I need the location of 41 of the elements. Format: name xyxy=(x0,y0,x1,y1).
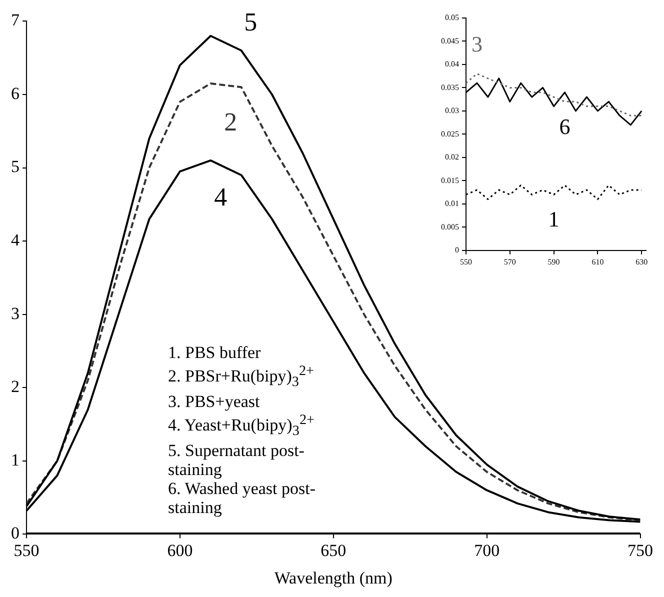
x-tick-label: 570 xyxy=(504,257,516,266)
x-tick-label: 590 xyxy=(548,257,560,266)
y-tick-label: 0 xyxy=(455,245,459,254)
y-tick-label: 2 xyxy=(11,377,20,396)
y-tick-label: 0.04 xyxy=(445,60,459,69)
series-label: 3 xyxy=(471,32,482,57)
y-tick-label: 0.005 xyxy=(441,222,459,232)
x-axis-title: Wavelength (nm) xyxy=(274,568,392,588)
y-tick-label: 0.03 xyxy=(445,106,459,116)
annotation: 6. Washed yeast post-staining xyxy=(168,479,317,518)
y-tick-label: 0.035 xyxy=(441,82,459,92)
annotation: 3. PBS+yeast xyxy=(168,392,261,412)
x-tick-label: 700 xyxy=(474,540,500,560)
y-tick-label: 6 xyxy=(11,84,20,103)
x-tick-label: 630 xyxy=(636,257,648,266)
series-label: 6 xyxy=(559,114,570,140)
y-tick-label: 4 xyxy=(11,230,20,250)
x-tick-label: 650 xyxy=(320,540,346,560)
x-tick-label: 600 xyxy=(167,540,193,560)
y-tick-label: 0.025 xyxy=(441,129,459,138)
y-tick-label: 7 xyxy=(11,10,20,30)
x-tick-label: 750 xyxy=(628,540,653,560)
annotation: 1. PBS buffer xyxy=(168,343,262,362)
y-tick-label: 5 xyxy=(11,157,20,176)
series-label: 2 xyxy=(224,107,238,136)
y-tick-label: 0.02 xyxy=(445,152,459,162)
y-tick-label: 0.045 xyxy=(441,36,459,46)
annotation: 5. Supernatant post-staining xyxy=(168,441,306,480)
y-tick-label: 0.01 xyxy=(445,199,459,208)
x-tick-label: 550 xyxy=(14,540,40,560)
y-tick-label: 0.05 xyxy=(445,13,459,22)
y-tick-label: 3 xyxy=(11,304,20,323)
y-tick-label: 0.015 xyxy=(441,176,459,185)
series-label: 1 xyxy=(548,206,560,232)
y-tick-label: 0 xyxy=(11,524,20,543)
series-label: 4 xyxy=(214,182,228,212)
x-tick-label: 550 xyxy=(460,257,472,266)
series-label: 5 xyxy=(244,8,258,37)
x-tick-label: 610 xyxy=(592,257,604,266)
line-series xyxy=(466,73,642,116)
y-tick-label: 1 xyxy=(11,450,20,470)
